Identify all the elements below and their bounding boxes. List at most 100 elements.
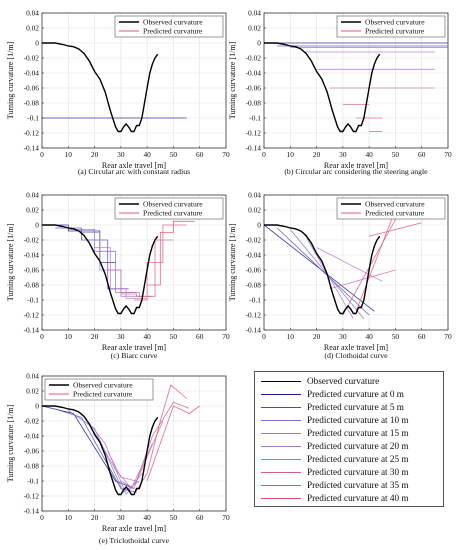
- plot-legend-box: [336, 15, 446, 38]
- y-tick-label: -0.12: [246, 311, 262, 320]
- x-tick-label: 40: [143, 150, 151, 159]
- predicted-curvature-line: [303, 232, 354, 320]
- x-tick-label: 30: [117, 150, 125, 159]
- plot-legend-label: Observed curvature: [365, 200, 425, 209]
- y-tick-label: -0.06: [24, 84, 40, 93]
- predicted-curvature-line: [107, 420, 164, 482]
- y-tick-label: 0.04: [26, 191, 39, 200]
- x-tick-label: 20: [91, 332, 99, 341]
- y-tick-label: -0.08: [246, 99, 262, 108]
- y-tick-label: -0.02: [24, 54, 40, 63]
- x-axis-label: Rear axle travel [m]: [324, 343, 389, 352]
- y-tick-label: -0.06: [24, 266, 40, 275]
- x-tick-label: 0: [40, 513, 44, 522]
- series-group: [42, 42, 187, 133]
- chart-panel-2: 0 10 20 30 40 50 60 70 0.04 0.02 0 -0.02 -0.04 -0.06 -…: [228, 9, 452, 177]
- y-tick-label: 0.02: [26, 387, 39, 396]
- predicted-curvature-line: [342, 209, 402, 316]
- panel-caption: (b) Circular arc considering the steerin…: [284, 167, 428, 176]
- plot-frame: [41, 12, 227, 149]
- y-tick-label: -0.12: [24, 311, 40, 320]
- x-tick-label: 20: [91, 150, 99, 159]
- x-tick-label: 50: [392, 150, 400, 159]
- x-tick-label: 10: [287, 150, 295, 159]
- y-tick-label: -0.06: [246, 84, 262, 93]
- legend-swatch: [261, 446, 301, 447]
- x-tick-label: 10: [65, 150, 73, 159]
- predicted-curvature-line: [316, 247, 383, 282]
- legend-swatch: [261, 394, 301, 395]
- x-tick-label: 30: [117, 513, 125, 522]
- y-tick-label: -0.02: [246, 54, 262, 63]
- x-tick-label: 60: [418, 150, 426, 159]
- y-tick-label: -0.1: [27, 114, 39, 123]
- legend-label: Predicted curvature at 20 m: [307, 441, 409, 451]
- predicted-curvature-line: [134, 224, 187, 301]
- y-tick-label: -0.02: [246, 236, 262, 245]
- chart-panel-4: 0 10 20 30 40 50 60 70 0.04 0.02 0 -0.02 -0.04 -0.06 -…: [228, 191, 452, 361]
- observed-curvature-line: [42, 224, 159, 315]
- y-tick-label: -0.12: [24, 492, 40, 501]
- legend-label: Predicted curvature at 0 m: [307, 389, 404, 399]
- y-tick-label: -0.02: [24, 417, 40, 426]
- x-tick-label: 50: [170, 332, 178, 341]
- y-axis-label: Turning curvature [1/m]: [6, 404, 15, 482]
- y-tick-label: -0.08: [24, 462, 40, 471]
- y-tick-label: -0.04: [24, 69, 40, 78]
- legend-swatch: [261, 472, 301, 473]
- legend-swatch: [261, 485, 301, 486]
- panel-caption: (a) Circular arc with constant radius: [78, 167, 190, 176]
- y-tick-label: -0.04: [24, 432, 40, 441]
- legend-entry: Predicted curvature at 15 m: [255, 427, 443, 440]
- plot-legend-label: Observed curvature: [143, 18, 203, 27]
- x-axis-label: Rear axle travel [m]: [102, 524, 167, 533]
- plot-legend-box: [336, 197, 446, 220]
- x-tick-label: 30: [339, 150, 347, 159]
- y-tick-label: -0.08: [24, 281, 40, 290]
- x-tick-label: 60: [196, 150, 204, 159]
- x-tick-label: 20: [91, 513, 99, 522]
- y-tick-label: 0: [35, 221, 39, 230]
- observed-curvature-line: [42, 405, 159, 496]
- distance-legend: Observed curvature Predicted curvature at…: [254, 371, 444, 507]
- legend-swatch: [261, 433, 301, 434]
- series-group: [42, 220, 195, 315]
- y-tick-label: -0.14: [246, 326, 262, 335]
- plot-legend-box: [44, 378, 154, 401]
- legend-entry: Predicted curvature at 30 m: [255, 466, 443, 479]
- y-tick-label: -0.14: [24, 326, 40, 335]
- legend-label: Predicted curvature at 5 m: [307, 402, 404, 412]
- legend-entry: Observed curvature: [255, 375, 443, 388]
- x-tick-label: 60: [418, 332, 426, 341]
- y-tick-label: -0.14: [246, 144, 262, 153]
- plot-legend-label: Observed curvature: [365, 18, 425, 27]
- y-tick-label: 0.04: [26, 9, 39, 18]
- x-tick-label: 60: [196, 332, 204, 341]
- x-tick-label: 10: [287, 332, 295, 341]
- x-tick-label: 70: [222, 332, 230, 341]
- y-tick-label: -0.08: [246, 281, 262, 290]
- legend-swatch: [261, 407, 301, 408]
- plot-frame: [41, 194, 227, 331]
- x-tick-label: 60: [196, 513, 204, 522]
- plot-legend-label: Predicted curvature: [143, 27, 203, 36]
- y-axis-label: Turning curvature [1/m]: [6, 41, 15, 119]
- chart-panel-1: 0 10 20 30 40 50 60 70 0.04 0.02 0 -0.02 -0.04 -0.06 -…: [6, 9, 230, 177]
- y-axis-label: Turning curvature [1/m]: [6, 223, 15, 301]
- predicted-curvature-line: [120, 401, 190, 490]
- legend-label: Predicted curvature at 25 m: [307, 454, 409, 464]
- y-tick-label: 0.04: [26, 372, 39, 381]
- chart-panel-5: 0 10 20 30 40 50 60 70 0.04 0.02 0 -0.02 -0.04 -0.06 -…: [6, 372, 230, 546]
- x-tick-label: 0: [262, 150, 266, 159]
- y-tick-label: 0: [35, 402, 39, 411]
- plot-legend-label: Predicted curvature: [73, 390, 133, 399]
- y-tick-label: 0.04: [248, 9, 261, 18]
- x-tick-label: 20: [313, 332, 321, 341]
- y-tick-label: 0.04: [248, 191, 261, 200]
- y-tick-label: -0.06: [246, 266, 262, 275]
- y-tick-label: -0.04: [24, 251, 40, 260]
- chart-panel-3: 0 10 20 30 40 50 60 70 0.04 0.02 0 -0.02 -0.04 -0.06 -…: [6, 191, 230, 361]
